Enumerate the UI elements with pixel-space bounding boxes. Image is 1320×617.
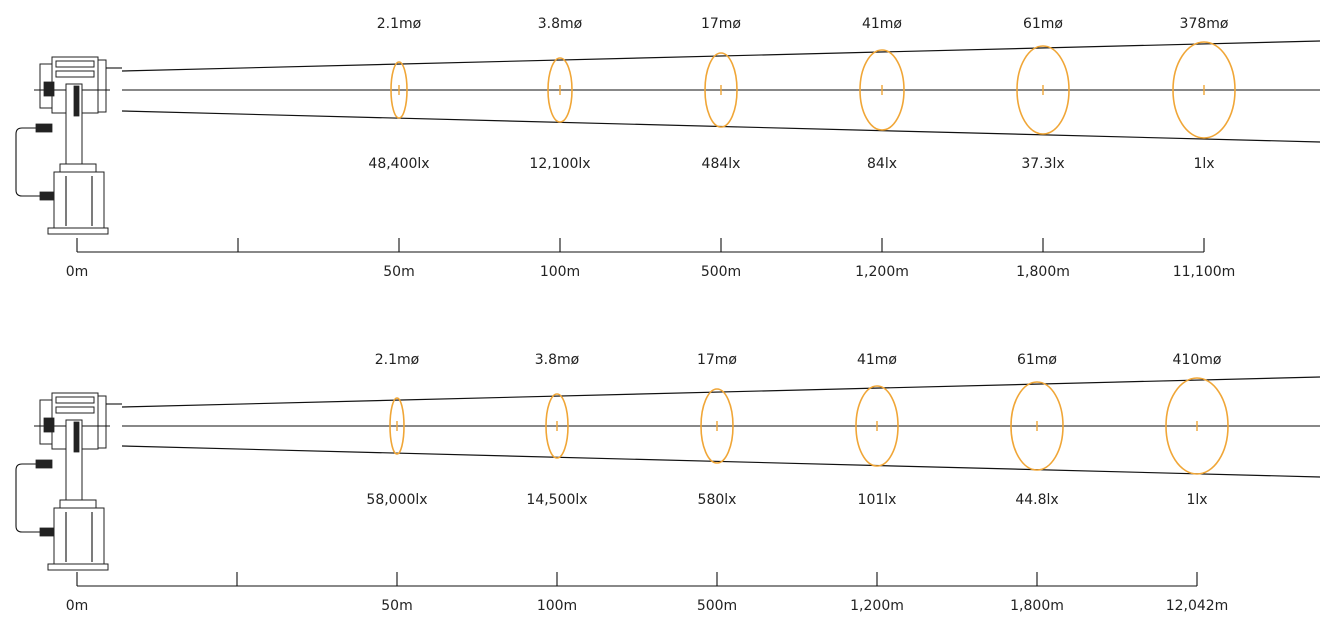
cable: [15, 127, 52, 197]
distance-label: 12,042m: [1166, 598, 1229, 614]
spot-diameter-label: 41mø: [857, 352, 897, 368]
lamp-front-rim: [97, 395, 107, 449]
beam-spot-ellipse: [1172, 41, 1236, 139]
distance-label: 500m: [697, 598, 737, 614]
beam-spot-ellipse: [547, 57, 573, 123]
illuminance-label: 12,100lx: [529, 156, 590, 172]
cable: [15, 463, 52, 533]
lamp-head-vent: [55, 396, 95, 404]
cable-connector: [35, 123, 53, 133]
spot-diameter-label: 3.8mø: [538, 16, 583, 32]
distance-label: 1,800m: [1016, 264, 1070, 280]
illuminance-label: 44.8lx: [1015, 492, 1058, 508]
illuminance-label: 1lx: [1186, 492, 1207, 508]
illuminance-label: 484lx: [702, 156, 741, 172]
spot-diameter-label: 61mø: [1017, 352, 1057, 368]
beam-spot-ellipse: [545, 393, 569, 459]
beam-spot-ellipse: [1010, 381, 1064, 471]
distance-label: 0m: [66, 264, 89, 280]
spot-diameter-label: 17mø: [697, 352, 737, 368]
distance-label: 100m: [537, 598, 577, 614]
illuminance-label: 101lx: [858, 492, 897, 508]
distance-label: 0m: [66, 598, 89, 614]
spot-diameter-label: 378mø: [1180, 16, 1229, 32]
column-handle: [73, 421, 80, 453]
lamp-bracket: [43, 417, 55, 433]
lamp-front-rim: [97, 59, 107, 113]
searchlight-device-icon: [15, 392, 122, 571]
beam-spot-ellipse: [700, 388, 734, 464]
column-handle: [73, 85, 80, 117]
illuminance-label: 14,500lx: [526, 492, 587, 508]
distance-label: 50m: [381, 598, 412, 614]
spot-diameter-label: 17mø: [701, 16, 741, 32]
lamp-head-vent: [55, 60, 95, 68]
distance-label: 500m: [701, 264, 741, 280]
base-collar: [59, 499, 97, 509]
distance-label: 100m: [540, 264, 580, 280]
beam-spot-ellipse: [1165, 377, 1229, 475]
base-collar: [59, 163, 97, 173]
distance-label: 1,800m: [1010, 598, 1064, 614]
distance-label: 1,200m: [855, 264, 909, 280]
base-housing: [53, 171, 105, 231]
beam-spot-ellipse: [859, 49, 905, 131]
beam-upper-edge: [121, 376, 1320, 408]
distance-label: 1,200m: [850, 598, 904, 614]
lamp-bracket: [43, 81, 55, 97]
distance-label: 11,100m: [1173, 264, 1236, 280]
base-housing: [53, 507, 105, 567]
illuminance-label: 37.3lx: [1021, 156, 1064, 172]
illuminance-label: 58,000lx: [366, 492, 427, 508]
beam-panel-1: 2.1mø 48,400lx 3.8mø 12,100lx 17mø 484lx 41mø 8…: [15, 16, 1320, 280]
beam-spot-ellipse: [389, 397, 405, 455]
spot-diameter-label: 2.1mø: [377, 16, 422, 32]
lamp-head-vent: [55, 70, 95, 78]
illuminance-label: 1lx: [1193, 156, 1214, 172]
spot-diameter-label: 61mø: [1023, 16, 1063, 32]
spot-diameter-label: 3.8mø: [535, 352, 580, 368]
lamp-head-vent: [55, 406, 95, 414]
spot-diameter-label: 2.1mø: [375, 352, 420, 368]
distance-label: 50m: [383, 264, 414, 280]
illuminance-label: 84lx: [867, 156, 897, 172]
spot-diameter-label: 41mø: [862, 16, 902, 32]
beam-spot-ellipse: [704, 52, 738, 128]
illuminance-label: 580lx: [698, 492, 737, 508]
cable-connector: [35, 459, 53, 469]
spot-diameter-label: 410mø: [1173, 352, 1222, 368]
beam-upper-edge: [121, 40, 1320, 72]
beam-spot-ellipse: [1016, 45, 1070, 135]
illuminance-label: 48,400lx: [368, 156, 429, 172]
beam-spot-ellipse: [855, 385, 899, 467]
beam-spot-ellipse: [390, 61, 408, 119]
searchlight-device-icon: [15, 56, 122, 235]
cable-connector: [39, 527, 55, 537]
cable-connector: [39, 191, 55, 201]
base-foot: [47, 227, 109, 235]
base-foot: [47, 563, 109, 571]
beam-panel-2: 2.1mø 58,000lx 3.8mø 14,500lx 17mø 580lx 41mø 1…: [15, 352, 1320, 614]
